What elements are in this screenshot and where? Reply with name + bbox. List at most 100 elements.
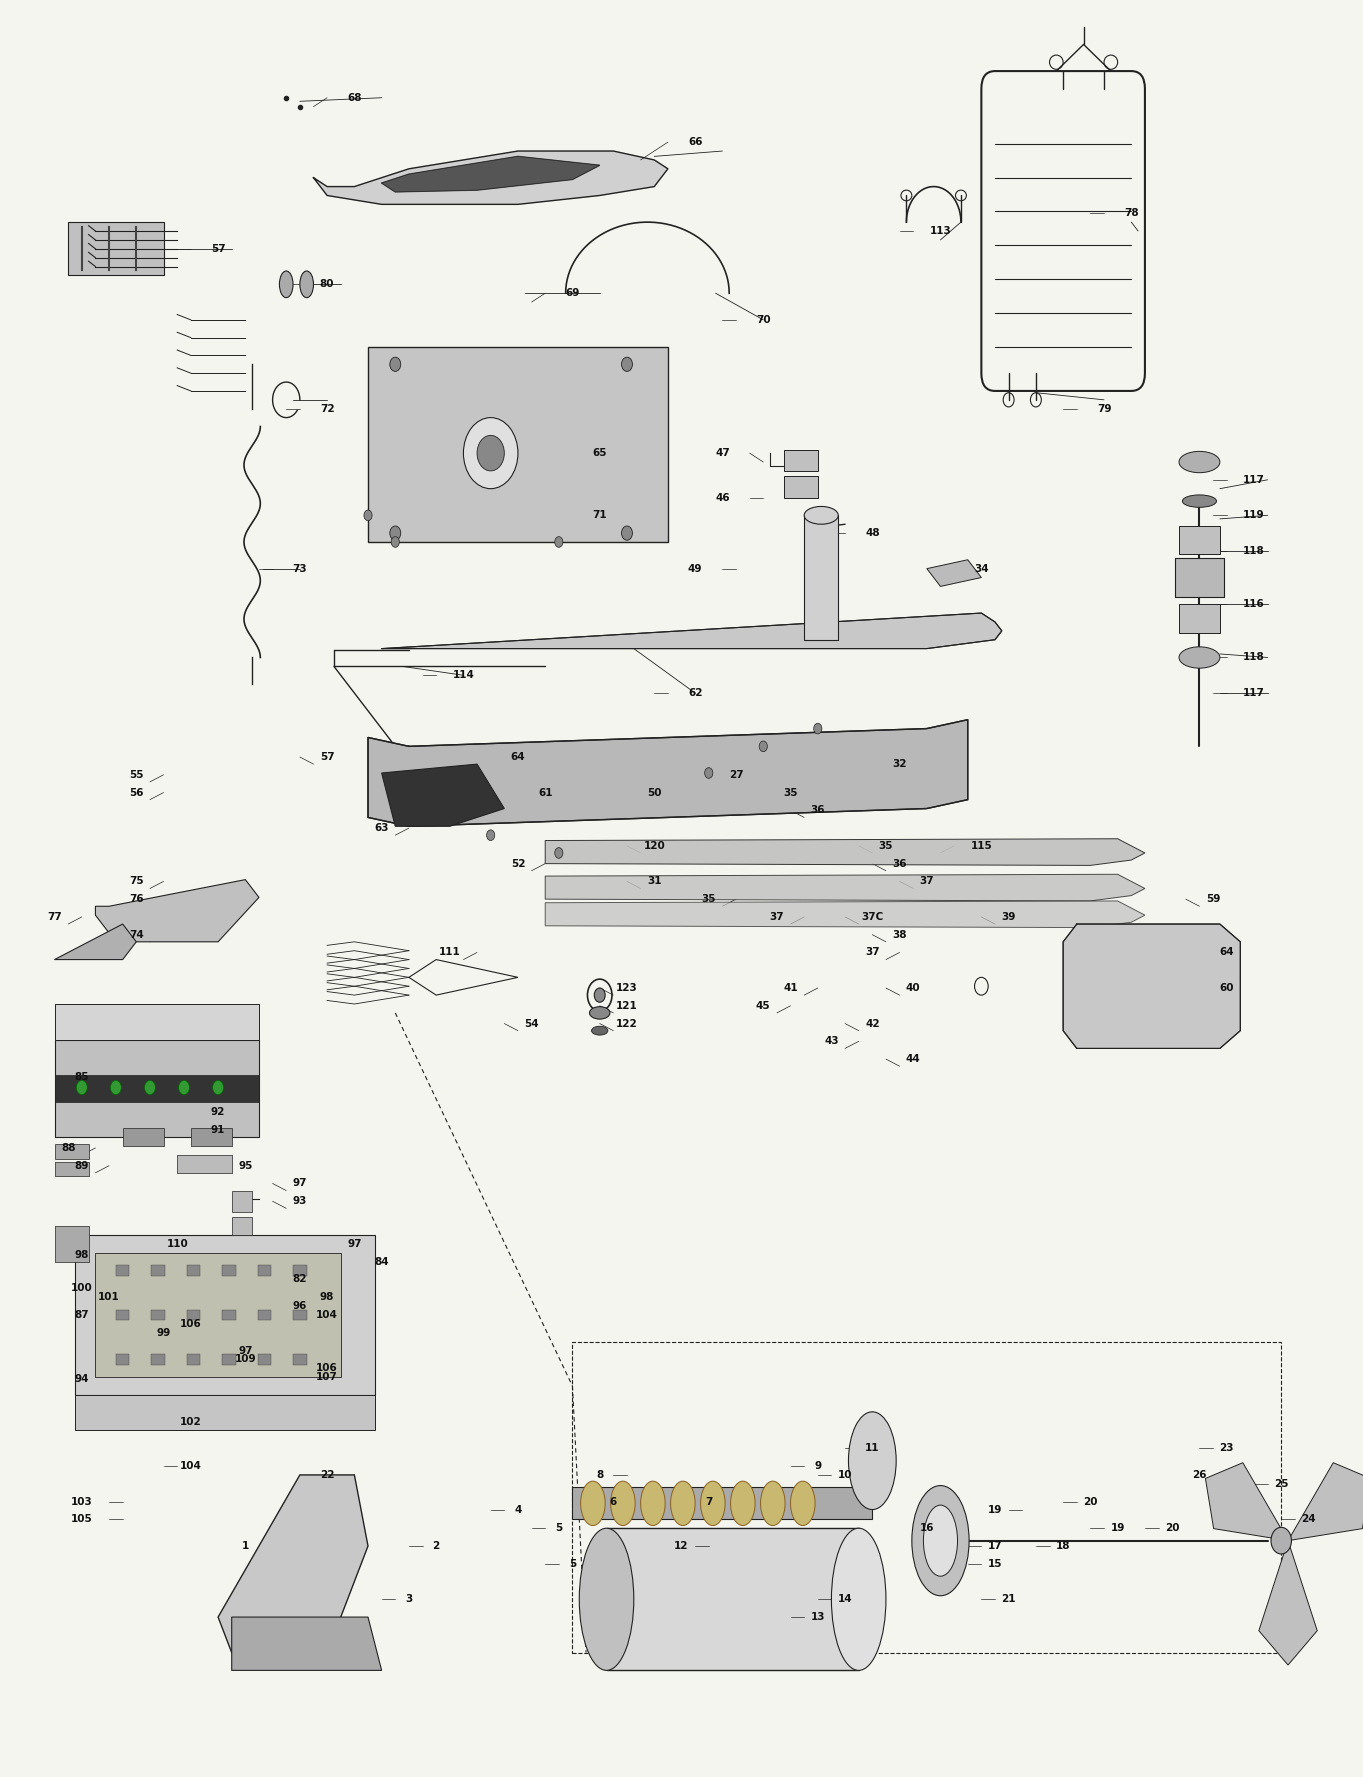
Text: 32: 32 bbox=[893, 759, 906, 769]
Text: 54: 54 bbox=[525, 1018, 538, 1029]
Bar bbox=[187, 1310, 200, 1320]
Text: 68: 68 bbox=[348, 92, 361, 103]
Ellipse shape bbox=[144, 1080, 155, 1095]
Ellipse shape bbox=[477, 435, 504, 471]
Text: 77: 77 bbox=[48, 912, 61, 922]
Bar bbox=[784, 476, 818, 498]
Text: 59: 59 bbox=[1206, 894, 1220, 904]
Ellipse shape bbox=[831, 1528, 886, 1670]
Polygon shape bbox=[368, 720, 968, 826]
Bar bbox=[187, 1265, 200, 1276]
Text: 18: 18 bbox=[1056, 1541, 1070, 1551]
Text: 94: 94 bbox=[75, 1374, 89, 1384]
Ellipse shape bbox=[1270, 1526, 1292, 1553]
Text: 73: 73 bbox=[293, 563, 307, 574]
Bar bbox=[191, 1128, 232, 1146]
Ellipse shape bbox=[487, 830, 495, 841]
Ellipse shape bbox=[592, 1027, 608, 1034]
Bar bbox=[68, 222, 164, 275]
Polygon shape bbox=[218, 1475, 368, 1653]
Text: 8: 8 bbox=[596, 1470, 604, 1480]
Text: 123: 123 bbox=[616, 983, 638, 993]
Text: 2: 2 bbox=[432, 1541, 440, 1551]
Ellipse shape bbox=[1182, 494, 1216, 508]
Polygon shape bbox=[1259, 1541, 1317, 1665]
Ellipse shape bbox=[391, 537, 399, 547]
Text: 62: 62 bbox=[688, 688, 702, 698]
Text: 69: 69 bbox=[566, 288, 579, 299]
Text: 16: 16 bbox=[920, 1523, 934, 1534]
Text: 10: 10 bbox=[838, 1470, 852, 1480]
Text: 97: 97 bbox=[348, 1239, 361, 1249]
Bar bbox=[1179, 526, 1220, 554]
Text: 4: 4 bbox=[514, 1505, 522, 1516]
Text: 56: 56 bbox=[129, 787, 143, 798]
Text: 38: 38 bbox=[893, 929, 906, 940]
Ellipse shape bbox=[671, 1482, 695, 1525]
Ellipse shape bbox=[622, 526, 632, 540]
Text: 79: 79 bbox=[1097, 403, 1111, 414]
Text: 122: 122 bbox=[616, 1018, 638, 1029]
Bar bbox=[572, 1342, 1281, 1653]
Text: 103: 103 bbox=[71, 1496, 93, 1507]
Text: 113: 113 bbox=[930, 226, 951, 236]
Text: 14: 14 bbox=[838, 1594, 852, 1605]
Bar bbox=[187, 1354, 200, 1365]
Text: 17: 17 bbox=[988, 1541, 1002, 1551]
Text: 116: 116 bbox=[1243, 599, 1265, 610]
Bar bbox=[116, 1310, 129, 1320]
Bar bbox=[1175, 558, 1224, 597]
Ellipse shape bbox=[76, 1080, 87, 1095]
Text: 63: 63 bbox=[375, 823, 388, 833]
Text: 105: 105 bbox=[71, 1514, 93, 1525]
Polygon shape bbox=[1063, 924, 1240, 1048]
Text: 36: 36 bbox=[893, 858, 906, 869]
Bar bbox=[804, 515, 838, 640]
Text: 70: 70 bbox=[756, 315, 770, 325]
Text: 64: 64 bbox=[1220, 947, 1234, 958]
Polygon shape bbox=[382, 156, 600, 192]
Text: 20: 20 bbox=[1165, 1523, 1179, 1534]
Text: 114: 114 bbox=[453, 670, 474, 681]
Bar bbox=[116, 1354, 129, 1365]
Text: 7: 7 bbox=[705, 1496, 713, 1507]
Polygon shape bbox=[927, 560, 981, 586]
Text: 119: 119 bbox=[1243, 510, 1265, 521]
Text: 57: 57 bbox=[320, 752, 334, 762]
Ellipse shape bbox=[390, 357, 401, 371]
Text: 21: 21 bbox=[1002, 1594, 1015, 1605]
Ellipse shape bbox=[300, 270, 313, 299]
Bar bbox=[151, 1265, 165, 1276]
Text: 102: 102 bbox=[180, 1416, 202, 1427]
Polygon shape bbox=[1205, 1462, 1288, 1541]
Bar bbox=[232, 1191, 252, 1212]
Ellipse shape bbox=[555, 537, 563, 547]
Text: 101: 101 bbox=[98, 1292, 120, 1303]
Text: 42: 42 bbox=[866, 1018, 879, 1029]
Text: 37: 37 bbox=[770, 912, 784, 922]
Bar bbox=[258, 1265, 271, 1276]
Text: 120: 120 bbox=[643, 841, 665, 851]
Text: 37C: 37C bbox=[861, 912, 883, 922]
Text: 40: 40 bbox=[906, 983, 920, 993]
Text: 11: 11 bbox=[866, 1443, 879, 1454]
Text: 64: 64 bbox=[511, 752, 525, 762]
Text: 118: 118 bbox=[1243, 652, 1265, 663]
Ellipse shape bbox=[589, 1006, 609, 1020]
Ellipse shape bbox=[701, 1482, 725, 1525]
Text: 87: 87 bbox=[75, 1310, 89, 1320]
Text: 109: 109 bbox=[234, 1354, 256, 1365]
Text: 61: 61 bbox=[538, 787, 552, 798]
Text: 104: 104 bbox=[316, 1310, 338, 1320]
Ellipse shape bbox=[463, 418, 518, 489]
Bar bbox=[572, 1487, 872, 1519]
Bar bbox=[151, 1354, 165, 1365]
Text: 93: 93 bbox=[293, 1196, 307, 1207]
Text: 20: 20 bbox=[1084, 1496, 1097, 1507]
Bar bbox=[784, 450, 818, 471]
Text: 97: 97 bbox=[239, 1345, 252, 1356]
Ellipse shape bbox=[1179, 647, 1220, 668]
Text: 47: 47 bbox=[716, 448, 729, 458]
Ellipse shape bbox=[555, 848, 563, 858]
Text: 60: 60 bbox=[1220, 983, 1234, 993]
